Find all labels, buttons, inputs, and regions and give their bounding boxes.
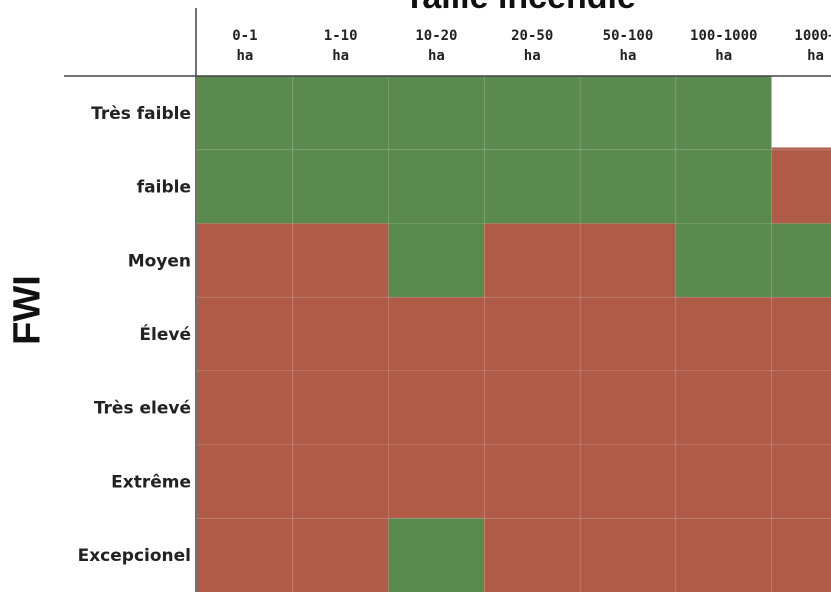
heatmap-cell-red (292, 518, 389, 592)
heatmap-cell-green (675, 76, 772, 150)
heatmap-cell-red (771, 370, 831, 445)
column-header-line: ha (715, 48, 732, 64)
row-header: Très elevé (94, 399, 191, 419)
heatmap-cell-red (675, 370, 772, 445)
column-header-line: ha (807, 48, 824, 64)
heatmap-cell-red (197, 223, 293, 298)
heatmap-cell-green (675, 149, 772, 224)
heatmap-cell-red (771, 444, 831, 519)
heatmap-cell-red (771, 147, 831, 150)
heatmap-cell-red (197, 370, 293, 445)
column-header-line: 50-100 (603, 28, 654, 44)
heatmap-cell-red (771, 297, 831, 371)
heatmap-cell-green (388, 223, 485, 298)
row-header: Très faible (91, 104, 191, 124)
heatmap-cell-red (197, 518, 293, 592)
heatmap-cell-green (771, 223, 831, 298)
heatmap-cell-green (388, 518, 485, 592)
heatmap-cell-green (580, 149, 676, 224)
row-header: Moyen (128, 251, 191, 271)
heatmap-cell-green (484, 149, 581, 224)
heatmap-cell-red (580, 518, 676, 592)
column-header-line: ha (332, 48, 349, 64)
column-header-line: ha (524, 48, 541, 64)
column-header-line: 0-1 (232, 28, 257, 44)
heatmap-cell-red (484, 444, 581, 519)
heatmap-cell-red (771, 149, 831, 224)
heatmap-cell-red (484, 370, 581, 445)
heatmap-cell-red (484, 518, 581, 592)
heatmap-cell-green (292, 149, 389, 224)
heatmap-cell-green (388, 76, 485, 150)
heatmap-cell-red (388, 297, 485, 371)
heatmap-cell-red (675, 518, 772, 592)
column-header-line: 1-10 (324, 28, 358, 44)
heatmap-cell-red (388, 444, 485, 519)
column-header-line: ha (620, 48, 637, 64)
column-header-line: ha (428, 48, 445, 64)
heatmap-cell-red (484, 223, 581, 298)
heatmap-cell-red (580, 370, 676, 445)
heatmap-cell-red (580, 223, 676, 298)
heatmap-cell-green (675, 223, 772, 298)
heatmap-cell-green (292, 76, 389, 150)
row-header: Extrême (111, 472, 191, 492)
row-header: faible (137, 178, 191, 198)
heatmap-cell-red (292, 223, 389, 298)
heatmap-cell-red (388, 370, 485, 445)
heatmap-cell-green (484, 76, 581, 150)
heatmap-cell-red (292, 444, 389, 519)
heatmap-cell-green (388, 149, 485, 224)
column-header-line: 10-20 (415, 28, 457, 44)
heatmap-cell-green (197, 76, 293, 150)
heatmap-cell-red (675, 297, 772, 371)
column-header-line: ha (236, 48, 253, 64)
column-header-line: 100-1000 (690, 28, 757, 44)
heatmap-cell-red (197, 297, 293, 371)
heatmap-cell-red (771, 518, 831, 592)
heatmap-cell-red (292, 297, 389, 371)
heatmap-cell-green (580, 76, 676, 150)
heatmap-cell-red (197, 444, 293, 519)
row-header: Élevé (139, 323, 191, 345)
heatmap-cell-white (771, 76, 831, 148)
heatmap-cell-red (580, 297, 676, 371)
heatmap-cell-red (292, 370, 389, 445)
heatmap-cell-green (197, 149, 293, 224)
column-header-line: 20-50 (511, 28, 553, 44)
row-header: Excepcionel (78, 546, 191, 566)
heatmap-cell-red (675, 444, 772, 519)
heatmap-cell-red (580, 444, 676, 519)
column-header-line: 1000+ (794, 28, 831, 44)
heatmap-cell-red (484, 297, 581, 371)
chart-title: Taille incendie (330, 0, 710, 17)
